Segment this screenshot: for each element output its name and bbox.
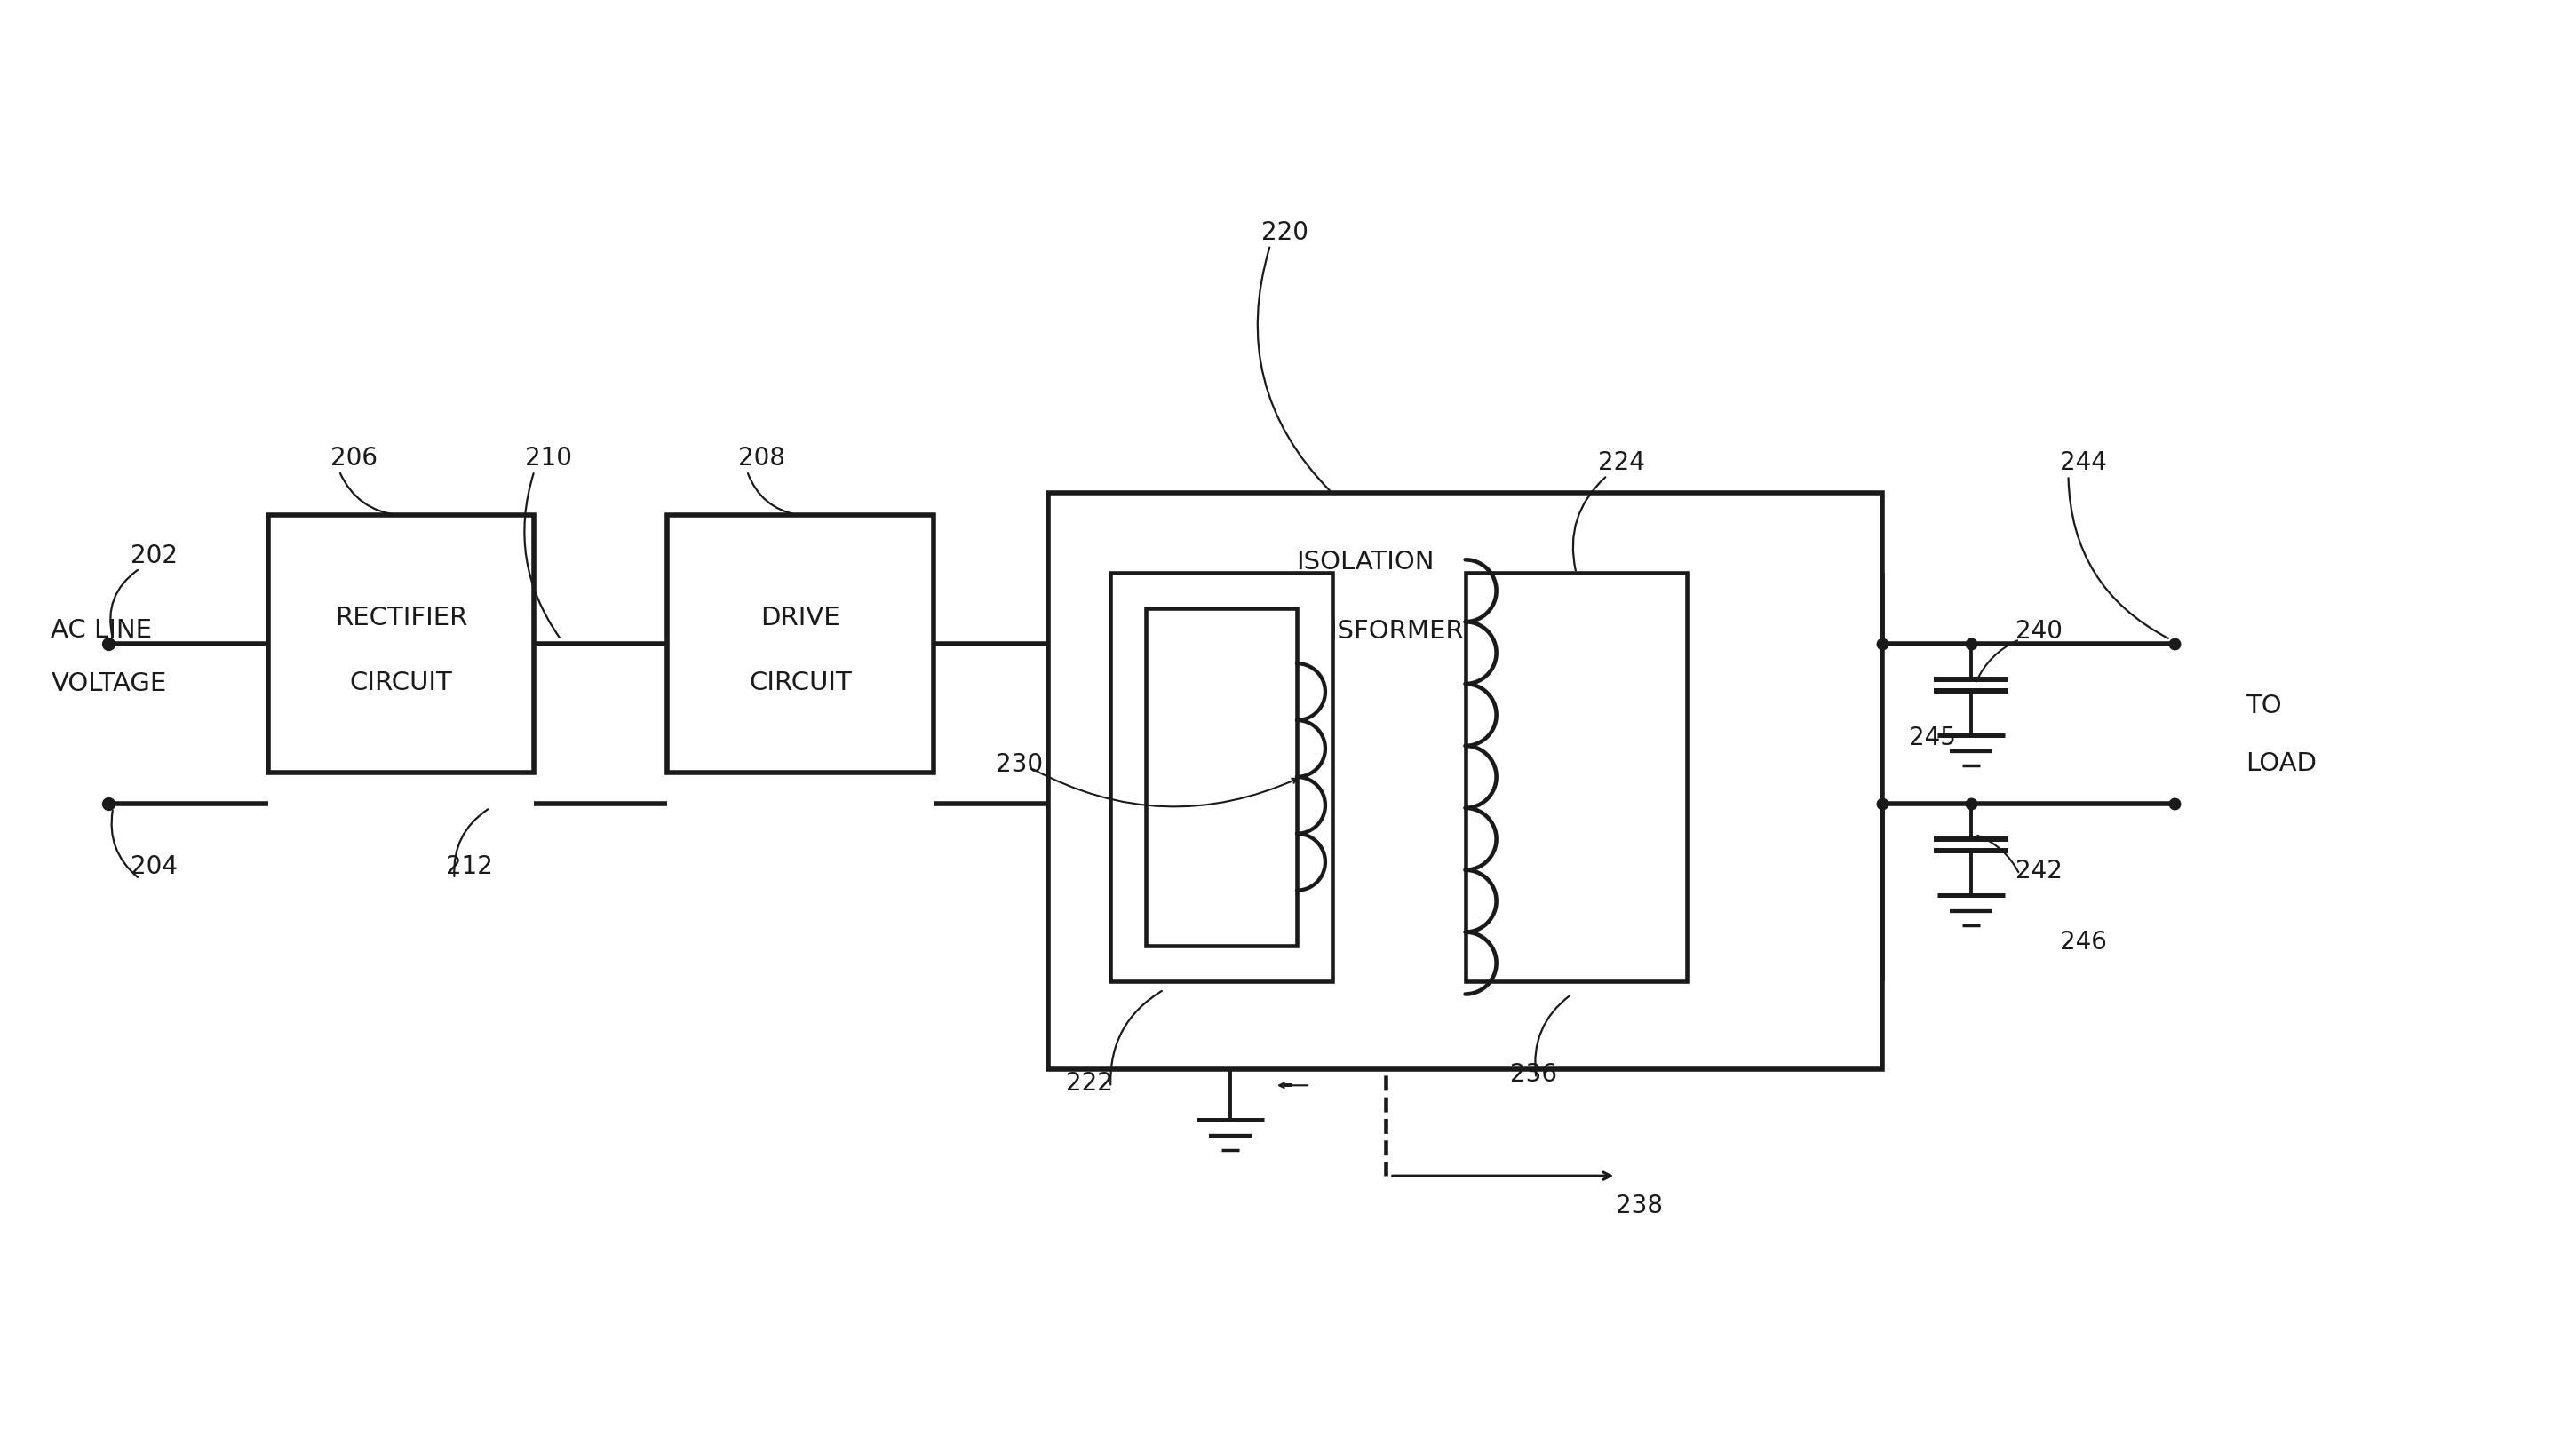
Text: AC LINE: AC LINE: [52, 618, 152, 644]
Text: CIRCUIT: CIRCUIT: [750, 670, 853, 696]
Text: 212: 212: [446, 854, 492, 879]
Text: 240: 240: [2014, 619, 2063, 644]
Bar: [1110, 573, 1332, 981]
Text: 224: 224: [1597, 450, 1646, 476]
Text: 206: 206: [330, 446, 376, 470]
Text: 204: 204: [131, 854, 178, 879]
Text: 244: 244: [2058, 450, 2107, 476]
Text: RECTIFIER: RECTIFIER: [335, 606, 469, 631]
Text: 220: 220: [1262, 221, 1309, 245]
Text: 245: 245: [1909, 726, 1955, 750]
Bar: [1466, 573, 1687, 981]
Text: 210: 210: [526, 446, 572, 470]
Bar: [667, 515, 933, 772]
Text: 202: 202: [131, 544, 178, 569]
Text: 246: 246: [2058, 929, 2107, 954]
Text: TO: TO: [2246, 694, 2282, 719]
Text: 208: 208: [739, 446, 786, 470]
Text: 222: 222: [1066, 1071, 1113, 1097]
Text: 242: 242: [2014, 859, 2063, 883]
Text: VOLTAGE: VOLTAGE: [52, 671, 167, 697]
Text: 238: 238: [1615, 1193, 1664, 1218]
Text: ISOLATION: ISOLATION: [1296, 550, 1435, 574]
Text: LOAD: LOAD: [2246, 752, 2316, 776]
Text: CIRCUIT: CIRCUIT: [350, 670, 453, 696]
Text: TRANSFORMER: TRANSFORMER: [1267, 619, 1463, 644]
Bar: [268, 515, 533, 772]
Text: 236: 236: [1510, 1062, 1556, 1087]
Text: DRIVE: DRIVE: [760, 606, 840, 631]
Text: 230: 230: [994, 752, 1043, 776]
Bar: [1048, 494, 1883, 1069]
Bar: [1146, 609, 1296, 945]
